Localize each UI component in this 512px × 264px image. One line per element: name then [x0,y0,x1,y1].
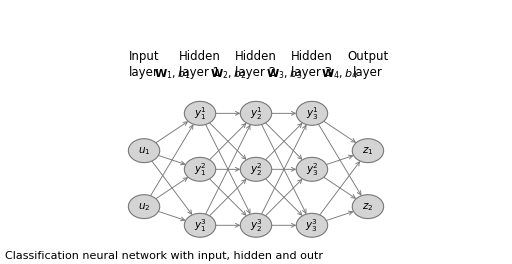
Text: $y_2^1$: $y_2^1$ [249,105,263,122]
Text: Input
layer: Input layer [129,50,159,79]
Text: Hidden
layer 2: Hidden layer 2 [235,50,277,79]
Text: $\mathbf{W}_4, b_4$: $\mathbf{W}_4, b_4$ [322,67,358,81]
Ellipse shape [296,157,328,181]
Text: Classification neural network with input, hidden and outr: Classification neural network with input… [5,251,323,261]
Ellipse shape [184,213,216,237]
Text: $y_1^2$: $y_1^2$ [194,161,206,178]
Text: $u_1$: $u_1$ [138,145,151,157]
Text: $\mathbf{W}_3, b_3$: $\mathbf{W}_3, b_3$ [266,67,302,81]
Text: $y_2^3$: $y_2^3$ [249,217,263,234]
Text: $y_3^2$: $y_3^2$ [306,161,318,178]
Text: Hidden
layer 1: Hidden layer 1 [179,50,221,79]
Ellipse shape [352,195,383,219]
Ellipse shape [129,195,160,219]
Text: $y_1^3$: $y_1^3$ [194,217,206,234]
Text: $y_1^1$: $y_1^1$ [194,105,206,122]
Text: $z_2$: $z_2$ [362,201,374,213]
Ellipse shape [129,139,160,163]
Text: Output
layer: Output layer [347,50,389,79]
Ellipse shape [184,101,216,125]
Text: $y_3^1$: $y_3^1$ [306,105,318,122]
Text: $\mathbf{W}_1, b_1$: $\mathbf{W}_1, b_1$ [154,67,190,81]
Text: Hidden
layer 3: Hidden layer 3 [291,50,333,79]
Ellipse shape [240,213,272,237]
Text: $y_2^2$: $y_2^2$ [250,161,262,178]
Ellipse shape [184,157,216,181]
Text: $\mathbf{W}_2, b_2$: $\mathbf{W}_2, b_2$ [210,67,246,81]
Text: $y_3^3$: $y_3^3$ [306,217,318,234]
Ellipse shape [240,101,272,125]
Text: $u_2$: $u_2$ [138,201,150,213]
Ellipse shape [352,139,383,163]
Ellipse shape [296,213,328,237]
Ellipse shape [240,157,272,181]
Ellipse shape [296,101,328,125]
Text: $z_1$: $z_1$ [362,145,374,157]
